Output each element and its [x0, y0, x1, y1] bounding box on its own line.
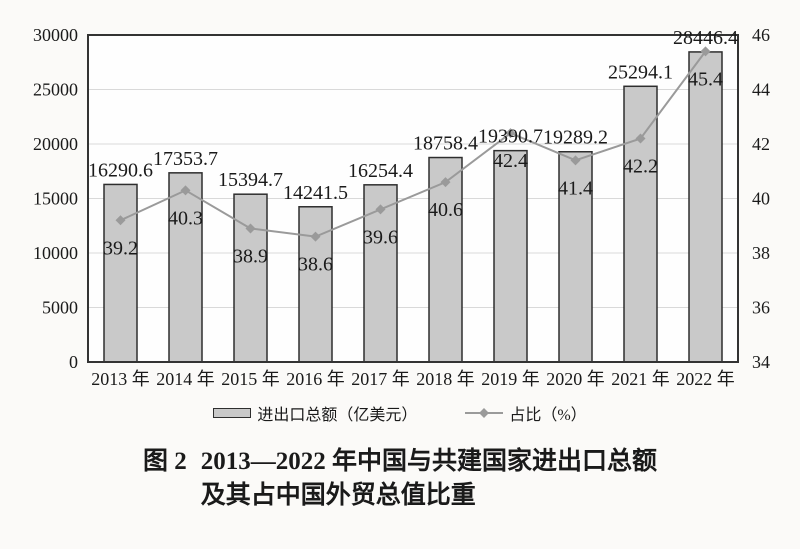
line-point-2015 年: [245, 223, 256, 234]
x-axis-label: 2019 年: [481, 369, 540, 389]
line-value-label: 42.4: [493, 150, 528, 172]
caption-text: 2013—2022 年中国与共建国家进出口总额 及其占中国外贸总值比重: [201, 445, 657, 513]
line-value-label: 38.9: [233, 245, 268, 267]
caption-line2: 及其占中国外贸总值比重: [200, 482, 476, 509]
line-point-2022 年: [700, 46, 711, 57]
line-point-2018 年: [440, 177, 451, 188]
bar-value-label: 19289.2: [543, 127, 608, 149]
figure-caption: 图 2 2013—2022 年中国与共建国家进出口总额 及其占中国外贸总值比重: [0, 445, 800, 513]
bar-2016 年: [298, 206, 333, 363]
bar-2018 年: [428, 156, 463, 363]
line-value-label: 38.6: [298, 254, 333, 276]
line-point-2016 年: [310, 231, 321, 242]
x-axis-label: 2022 年: [676, 369, 735, 389]
right-axis-tick: 38: [752, 243, 770, 263]
chart-canvas: 16290.617353.715394.714241.516254.418758…: [33, 25, 770, 389]
left-axis-tick: 10000: [33, 243, 78, 263]
plot-border: [87, 34, 739, 363]
right-axis-tick: 44: [752, 80, 770, 100]
bar-value-label: 17353.7: [153, 148, 218, 170]
right-axis-tick: 40: [752, 189, 770, 209]
x-axis-label: 2015 年: [221, 369, 280, 389]
x-axis-label: 2020 年: [546, 369, 605, 389]
caption-line1: 2013—2022 年中国与共建国家进出口总额: [200, 448, 658, 475]
line-point-2017 年: [375, 204, 386, 215]
bar-swatch-icon: [213, 408, 252, 418]
line-value-label: 41.4: [558, 177, 593, 199]
left-axis-tick: 20000: [33, 134, 78, 154]
right-axis-tick: 46: [752, 25, 770, 45]
bar-2019 年: [493, 149, 528, 363]
line-point-2014 年: [180, 185, 191, 196]
chart-legend: 进出口总额（亿美元） 占比（%）: [0, 401, 800, 425]
caption-number: 图 2: [142, 448, 187, 475]
bar-value-label: 28446.4: [673, 27, 738, 49]
left-axis-tick: 25000: [33, 80, 78, 100]
line-marker-icon: [465, 408, 504, 418]
bar-value-label: 15394.7: [218, 169, 283, 191]
bar-value-label: 19390.7: [478, 126, 543, 148]
bar-value-label: 16290.6: [88, 159, 153, 181]
bar-value-label: 14241.5: [283, 182, 348, 204]
line-point-2020 年: [570, 155, 581, 166]
x-axis-label: 2021 年: [611, 369, 670, 389]
right-axis-tick: 42: [752, 134, 770, 154]
legend-bar-label: 进出口总额（亿美元）: [257, 407, 418, 424]
x-axis-label: 2018 年: [416, 369, 475, 389]
line-value-label: 40.3: [168, 207, 203, 229]
right-axis-tick: 36: [752, 298, 770, 318]
line-value-label: 42.2: [623, 156, 658, 178]
bar-2014 年: [168, 172, 203, 363]
line-point-2019 年: [505, 128, 516, 139]
left-axis-tick: 0: [69, 352, 78, 372]
x-axis-label: 2013 年: [91, 369, 150, 389]
diamond-icon: [479, 408, 490, 418]
bar-value-label: 16254.4: [348, 160, 413, 182]
bar-2013 年: [103, 183, 138, 363]
x-axis-label: 2014 年: [156, 369, 215, 389]
left-axis-tick: 15000: [33, 189, 78, 209]
line-value-label: 39.2: [103, 237, 138, 259]
legend-line-label: 占比（%）: [509, 407, 587, 424]
bar-2015 年: [233, 193, 268, 363]
line-point-2021 年: [635, 133, 646, 144]
x-axis-label: 2017 年: [351, 369, 410, 389]
left-axis-tick: 5000: [42, 298, 78, 318]
legend-item-bar: 进出口总额（亿美元）: [213, 401, 417, 425]
bar-2021 年: [623, 85, 658, 363]
line-value-label: 39.6: [363, 226, 398, 248]
line-point-2013 年: [115, 215, 126, 226]
line-value-label: 40.6: [428, 199, 463, 221]
ratio-line: [120, 50, 707, 238]
bar-value-label: 25294.1: [608, 61, 673, 83]
bar-value-label: 18758.4: [413, 133, 478, 155]
left-axis-tick: 30000: [33, 25, 78, 45]
bar-2022 年: [688, 51, 723, 363]
right-axis-tick: 34: [752, 352, 770, 372]
x-axis-label: 2016 年: [286, 369, 345, 389]
legend-item-line: 占比（%）: [465, 401, 587, 425]
line-value-label: 45.4: [688, 68, 723, 90]
